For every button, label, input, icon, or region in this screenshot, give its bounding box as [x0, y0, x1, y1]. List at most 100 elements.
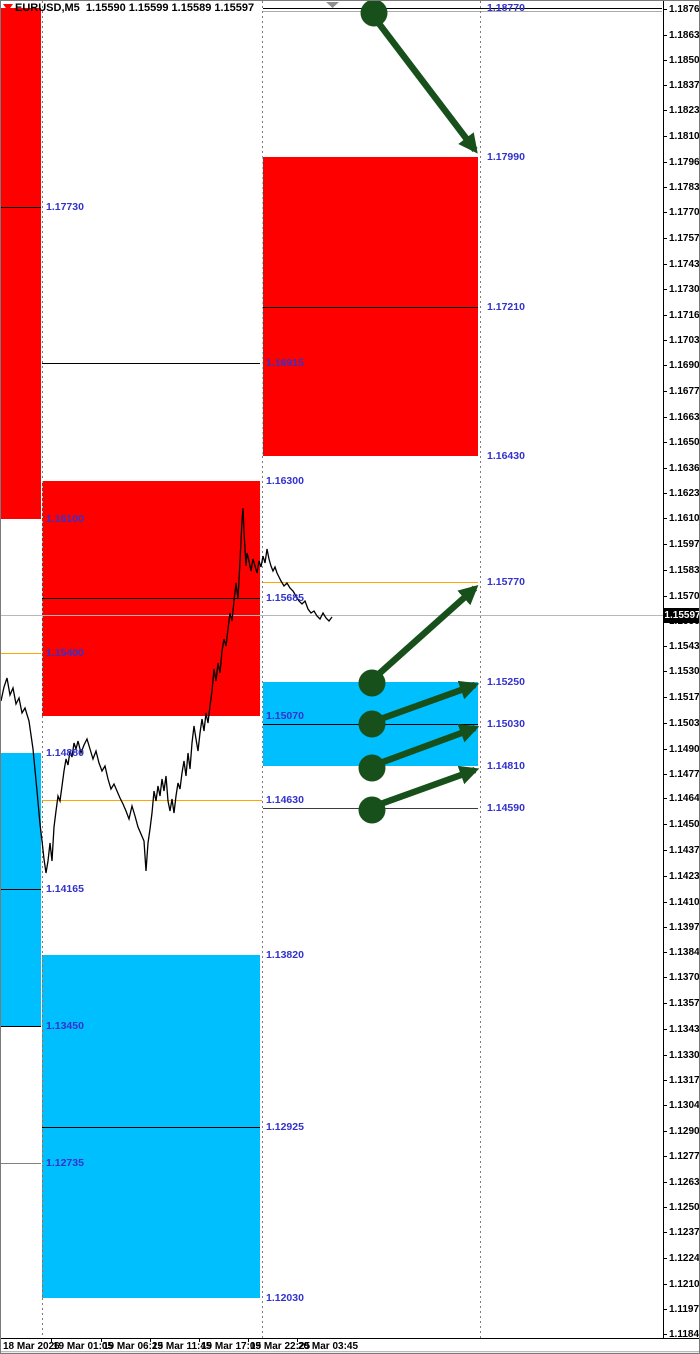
level-1.17210[interactable]: [263, 307, 478, 308]
vline-1[interactable]: [42, 1298, 43, 1338]
price-tick-label: 1.12770: [669, 1151, 700, 1162]
origin-dot-3[interactable]: [358, 710, 386, 738]
level-1.12735[interactable]: [1, 1163, 41, 1164]
vline-2[interactable]: [262, 1, 263, 157]
demand-zone-mid[interactable]: [42, 955, 260, 1298]
price-tick-label: 1.18235: [669, 105, 700, 116]
price-tick-label: 1.12105: [669, 1279, 700, 1290]
symbol-title: EURUSD,M5: [15, 2, 80, 14]
arrow-to-1.14810[interactable]: [370, 765, 480, 811]
level-1.16915[interactable]: [42, 363, 260, 364]
origin-dot-5[interactable]: [358, 796, 386, 824]
price-label-1.14630[interactable]: 1.14630: [266, 794, 304, 806]
vline-2[interactable]: [262, 456, 263, 1338]
price-label-1.14165[interactable]: 1.14165: [46, 883, 84, 895]
price-tick-label: 1.18370: [669, 80, 700, 91]
price-label-1.15250[interactable]: 1.15250: [487, 676, 525, 688]
price-tick-mark: [663, 876, 667, 877]
level-1.17730[interactable]: [1, 207, 41, 208]
price-tick-mark: [663, 850, 667, 851]
level-1.12925[interactable]: [42, 1127, 260, 1128]
price-label-1.16100[interactable]: 1.16100: [46, 513, 84, 525]
price-tick-label: 1.15700: [669, 591, 700, 602]
price-label-1.16430[interactable]: 1.16430: [487, 450, 525, 462]
price-label-1.15030[interactable]: 1.15030: [487, 718, 525, 730]
price-label-1.12925[interactable]: 1.12925: [266, 1121, 304, 1133]
price-tick-label: 1.17300: [669, 284, 700, 295]
price-tick-label: 1.12905: [669, 1126, 700, 1137]
symbol-dropdown-icon[interactable]: [3, 4, 13, 11]
price-label-1.12735[interactable]: 1.12735: [46, 1157, 84, 1169]
chart-header: EURUSD,M5 1.15590 1.15599 1.15589 1.1559…: [15, 2, 254, 14]
price-tick-label: 1.15170: [669, 692, 700, 703]
price-tick-label: 1.13570: [669, 998, 700, 1009]
price-tick-label: 1.13840: [669, 947, 700, 958]
price-tick-label: 1.18765: [669, 4, 700, 15]
level-1.14630[interactable]: [42, 800, 262, 801]
price-tick-mark: [663, 35, 667, 36]
origin-dot-2[interactable]: [358, 669, 386, 697]
origin-dot-1[interactable]: [360, 1, 388, 27]
arrow-to-1.17990[interactable]: [371, 15, 478, 154]
price-label-1.13820[interactable]: 1.13820: [266, 949, 304, 961]
price-label-1.17210[interactable]: 1.17210: [487, 301, 525, 313]
price-tick-label: 1.16365: [669, 463, 700, 474]
price-tick-label: 1.14370: [669, 845, 700, 856]
level-1.18770[interactable]: [263, 8, 662, 9]
price-tick-label: 1.16500: [669, 437, 700, 448]
price-tick-label: 1.14235: [669, 871, 700, 882]
price-label-1.14590[interactable]: 1.14590: [487, 802, 525, 814]
price-tick-label: 1.17835: [669, 182, 700, 193]
price-label-1.14880[interactable]: 1.14880: [46, 747, 84, 759]
price-tick-label: 1.17705: [669, 207, 700, 218]
level-1.18770-shadow[interactable]: [263, 11, 662, 12]
level-1.15770[interactable]: [263, 582, 478, 583]
vline-1[interactable]: [42, 1, 43, 481]
price-tick-label: 1.11840: [669, 1329, 700, 1340]
price-tick-mark: [663, 1207, 667, 1208]
supply-zone-left[interactable]: [1, 8, 41, 519]
price-label-1.16915[interactable]: 1.16915: [266, 357, 304, 369]
arrow-to-1.15030[interactable]: [370, 724, 480, 770]
vline-3[interactable]: [480, 1, 481, 1338]
price-label-1.13450[interactable]: 1.13450: [46, 1020, 84, 1032]
price-label-1.15770[interactable]: 1.15770: [487, 576, 525, 588]
price-tick-mark: [663, 365, 667, 366]
price-label-1.17990[interactable]: 1.17990: [487, 151, 525, 163]
time-tick-mark: [51, 1338, 52, 1342]
level-1.14165[interactable]: [1, 889, 41, 890]
time-label: 19 Mar 01:05: [53, 1341, 114, 1352]
price-tick-mark: [663, 1334, 667, 1335]
vline-2[interactable]: [262, 157, 263, 456]
origin-dot-4[interactable]: [358, 754, 386, 782]
price-label-1.18770[interactable]: 1.18770: [487, 2, 525, 14]
price-tick-label: 1.16105: [669, 513, 700, 524]
level-1.15685[interactable]: [42, 598, 260, 599]
current-price-line[interactable]: [1, 615, 663, 616]
price-tick-label: 1.17570: [669, 233, 700, 244]
price-tick-mark: [663, 9, 667, 10]
time-tick-mark: [199, 1338, 200, 1342]
price-label-1.16300[interactable]: 1.16300: [266, 475, 304, 487]
price-label-1.15685[interactable]: 1.15685: [266, 592, 304, 604]
price-label-1.14810[interactable]: 1.14810: [487, 760, 525, 772]
vline-1[interactable]: [42, 716, 43, 955]
price-tick-label: 1.15970: [669, 539, 700, 550]
level-1.15400[interactable]: [1, 653, 41, 654]
supply-zone-right[interactable]: [263, 157, 478, 456]
price-tick-label: 1.16235: [669, 488, 700, 499]
vline-1[interactable]: [42, 481, 43, 716]
level-1.13450[interactable]: [1, 1026, 41, 1027]
price-label-1.15070[interactable]: 1.15070: [266, 710, 304, 722]
vline-1[interactable]: [42, 955, 43, 1298]
price-label-1.17730[interactable]: 1.17730: [46, 201, 84, 213]
price-tick-mark: [663, 1182, 667, 1183]
price-tick-mark: [663, 927, 667, 928]
price-tick-mark: [663, 596, 667, 597]
arrow-to-1.15250[interactable]: [370, 680, 480, 726]
price-label-1.12030[interactable]: 1.12030: [266, 1292, 304, 1304]
price-tick-label: 1.15835: [669, 565, 700, 576]
price-label-1.15400[interactable]: 1.15400: [46, 647, 84, 659]
arrow-to-1.15770[interactable]: [369, 584, 479, 683]
